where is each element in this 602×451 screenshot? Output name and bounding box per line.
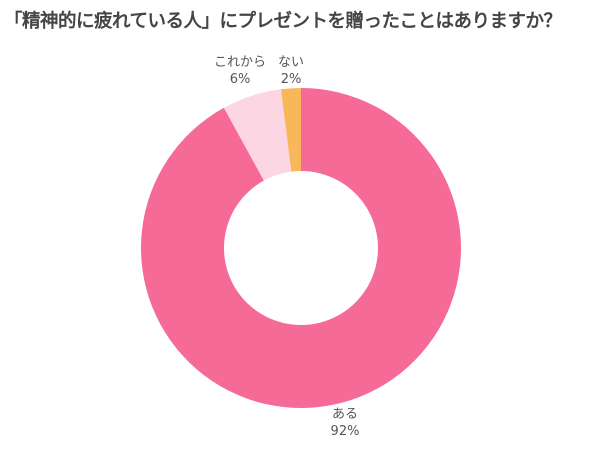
chart-title: 「精神的に疲れている人」にプレゼントを贈ったことはありますか？: [4, 11, 562, 32]
slice-value-label: 2%: [281, 72, 302, 87]
donut-slice-2: [280, 88, 301, 172]
slice-category-label: これから: [214, 55, 266, 70]
slice-value-label: 6%: [230, 72, 251, 87]
slice-value-label: 92%: [331, 424, 360, 439]
donut-slice-0: [141, 88, 462, 409]
slice-category-label: ある: [332, 407, 358, 422]
slice-category-label: ない: [278, 55, 304, 70]
donut-slice-1: [223, 89, 292, 181]
